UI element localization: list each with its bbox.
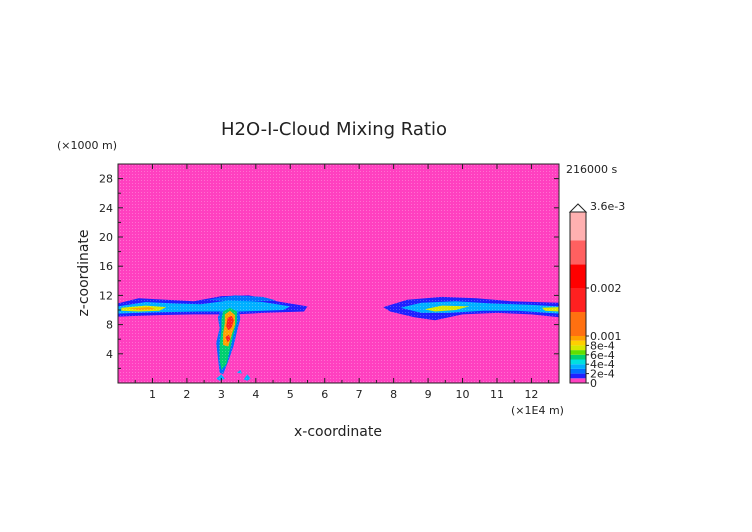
x-tick-label: 1	[149, 388, 156, 401]
colorbar-segment	[570, 345, 586, 351]
colorbar-segment	[570, 359, 586, 365]
colorbar-label: 2e-4	[590, 368, 615, 381]
x-tick-label: 3	[218, 388, 225, 401]
x-tick-label: 4	[252, 388, 259, 401]
x-tick-label: 9	[425, 388, 432, 401]
colorbar-segment	[570, 350, 586, 355]
y-tick-label: 24	[99, 202, 113, 215]
time-label: 216000 s	[566, 163, 617, 176]
colorbar-segment	[570, 312, 586, 336]
plot-frame	[117, 163, 560, 384]
x-tick-label: 2	[183, 388, 190, 401]
y-tick-label: 8	[106, 319, 113, 332]
colorbar-label: 0.001	[590, 330, 622, 343]
chart-title: H2O-I-Cloud Mixing Ratio	[221, 119, 447, 140]
colorbar-max-label: 3.6e-3	[590, 200, 625, 213]
y-tick-label: 4	[106, 348, 113, 361]
y-unit-label: (×1000 m)	[57, 139, 117, 152]
colorbar-segment	[570, 336, 586, 341]
colorbar-label: 4e-4	[590, 358, 615, 371]
plot-texture	[118, 164, 559, 383]
x-tick-label: 7	[356, 388, 363, 401]
colorbar-segment	[570, 340, 586, 346]
colorbar-cap	[568, 203, 588, 213]
colorbar-label: 8e-4	[590, 339, 615, 352]
colorbar-segment	[570, 364, 586, 369]
x-tick-label: 6	[321, 388, 328, 401]
colorbar-segment	[570, 368, 586, 374]
colorbar-label: 0.002	[590, 282, 622, 295]
colorbar-segment	[570, 373, 586, 379]
colorbar-label: 6e-4	[590, 349, 615, 362]
y-axis-label: z-coordinate	[76, 229, 92, 316]
colorbar-segment	[570, 212, 586, 241]
colorbar-segment	[570, 264, 586, 288]
colorbar-segment	[570, 378, 586, 383]
y-tick-label: 28	[99, 173, 113, 186]
x-tick-label: 12	[524, 388, 538, 401]
x-tick-label: 8	[390, 388, 397, 401]
x-tick-label: 10	[456, 388, 470, 401]
x-unit-label: (×1E4 m)	[511, 404, 564, 417]
x-tick-label: 11	[490, 388, 504, 401]
colorbar-label: 0	[590, 377, 597, 390]
x-axis-label: x-coordinate	[294, 424, 382, 440]
y-tick-label: 12	[99, 289, 113, 302]
colorbar-segment	[570, 354, 586, 360]
y-tick-label: 16	[99, 260, 113, 273]
colorbar-segment	[570, 240, 586, 265]
colorbar-frame	[569, 211, 587, 384]
colorbar-segment	[570, 288, 586, 312]
y-tick-label: 20	[99, 231, 113, 244]
x-tick-label: 5	[287, 388, 294, 401]
